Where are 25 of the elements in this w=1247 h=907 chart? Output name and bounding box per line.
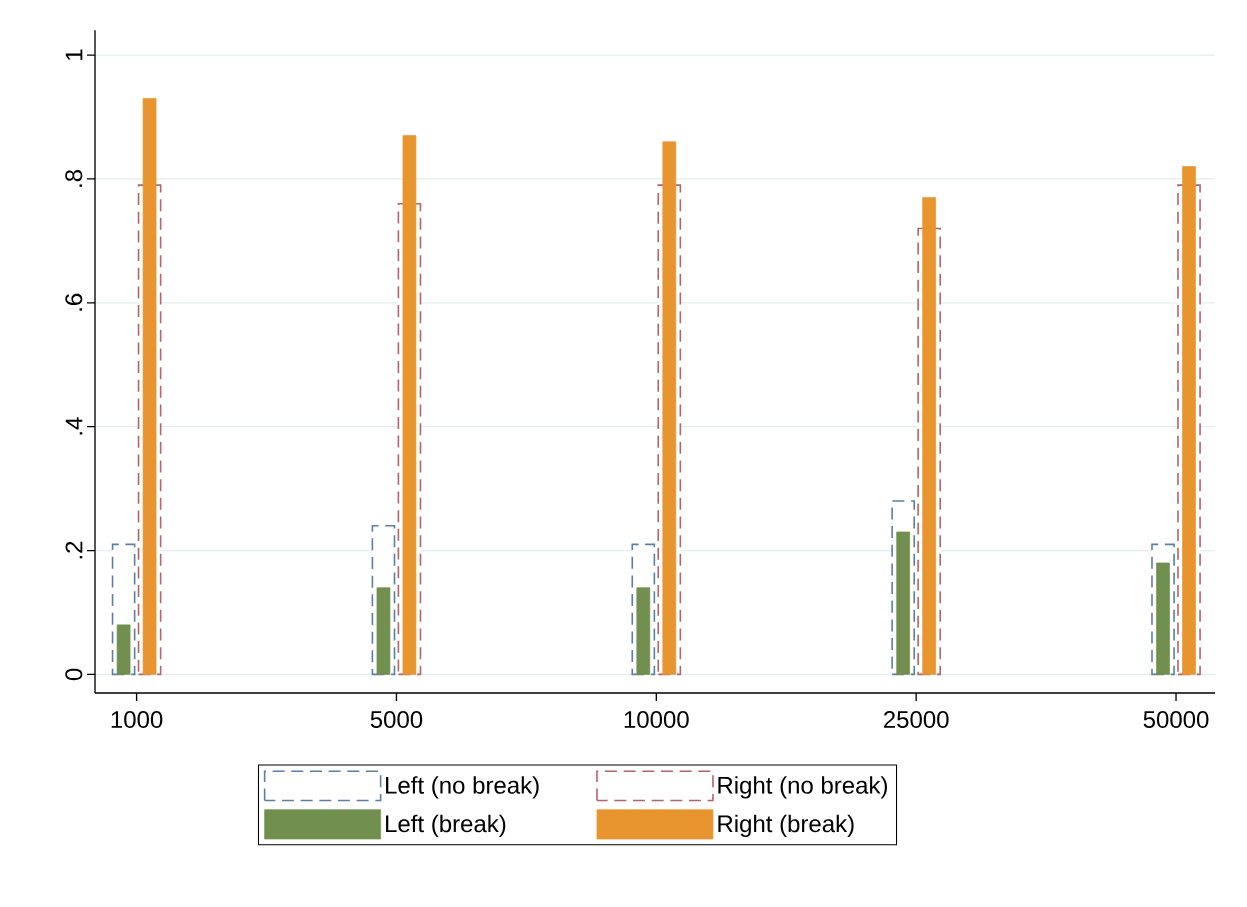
x-tick-label: 10000 <box>624 711 689 729</box>
y-tick-label: .6 <box>65 293 83 311</box>
y-tick-label: .8 <box>65 169 83 187</box>
x-tick-label: 50000 <box>1143 711 1209 729</box>
legend-label: Left (break) <box>386 814 506 838</box>
bar <box>636 587 651 675</box>
bar <box>1182 166 1196 675</box>
bar <box>376 587 391 675</box>
bar <box>1156 562 1170 675</box>
y-tick-label: .2 <box>65 541 83 559</box>
y-tick-label: 1 <box>65 49 83 60</box>
y-tick-label: 0 <box>65 668 83 681</box>
bar <box>662 141 677 675</box>
y-tick-label: .4 <box>65 417 83 435</box>
bar <box>142 98 157 675</box>
legend-label: Right (break) <box>718 814 854 838</box>
bar <box>922 197 936 675</box>
legend-label: Right (no break) <box>718 776 887 799</box>
bar <box>896 531 911 675</box>
x-tick-label: 25000 <box>884 711 949 729</box>
bar <box>402 135 417 675</box>
x-tick-label: 5000 <box>370 711 423 729</box>
x-tick-label: 1000 <box>111 711 163 729</box>
legend-label: Left (no break) <box>386 776 539 799</box>
bar <box>116 624 131 675</box>
